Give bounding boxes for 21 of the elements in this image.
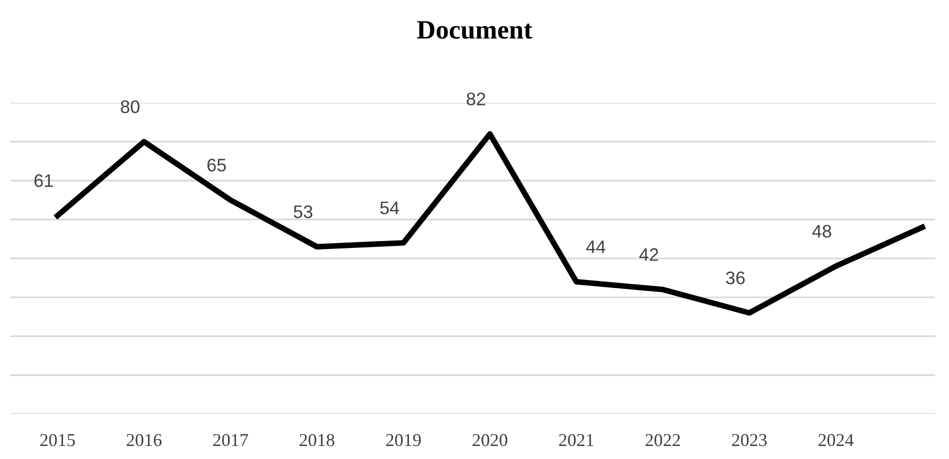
data-label: 53 — [294, 205, 312, 218]
x-tick-label: 2022 — [646, 434, 680, 446]
x-tick-label: 2016 — [126, 434, 162, 446]
data-label: 36 — [726, 272, 745, 284]
data-label: 48 — [812, 224, 832, 238]
x-tick-label: 2023 — [732, 434, 767, 446]
x-tick-label: 2021 — [559, 434, 594, 446]
x-tick-label: 2018 — [300, 434, 334, 446]
data-label: 65 — [207, 158, 226, 172]
data-label: 82 — [466, 92, 486, 106]
data-label: 54 — [380, 202, 400, 214]
chart-title: Document — [417, 21, 532, 39]
data-label: 61 — [34, 174, 53, 188]
data-label: 80 — [120, 100, 140, 114]
data-label: 42 — [639, 248, 658, 261]
x-tick-label: 2015 — [40, 434, 75, 446]
x-tick-label: 2020 — [472, 434, 508, 446]
data-label: 44 — [586, 240, 606, 254]
x-tick-label: 2017 — [213, 434, 248, 446]
x-tick-label: 2019 — [386, 434, 421, 446]
x-tick-label: 2024 — [818, 434, 854, 446]
